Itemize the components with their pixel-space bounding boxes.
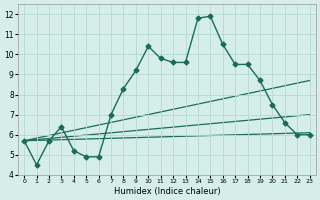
X-axis label: Humidex (Indice chaleur): Humidex (Indice chaleur) [114,187,220,196]
